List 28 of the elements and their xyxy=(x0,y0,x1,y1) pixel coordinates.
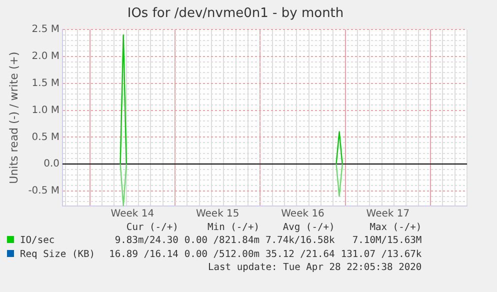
y-axis-title: Units read (-) / write (+) xyxy=(7,52,20,184)
text: 0.00 /821.84m xyxy=(183,234,260,248)
text: 7.74k/16.58k xyxy=(264,234,335,248)
y-tick-label: -0.5 M xyxy=(28,186,60,197)
x-tick-label: Week 16 xyxy=(281,208,324,220)
text: Max (-/+) xyxy=(368,222,422,234)
legend-label: Req Size (KB) xyxy=(19,248,96,262)
x-tick-label: Week 15 xyxy=(196,208,240,220)
y-tick-label: 2.5 M xyxy=(32,24,60,36)
text: 16.89 /16.14 xyxy=(108,248,178,262)
text: 9.83m/24.30 xyxy=(114,234,178,248)
y-tick-label: 2.0 M xyxy=(32,51,60,62)
chart-title: IOs for /dev/nvme0n1 - by month xyxy=(127,6,344,22)
y-tick-label: 0.5 M xyxy=(32,132,60,143)
text: Cur (-/+) xyxy=(125,222,178,234)
text: Last update: Tue Apr 28 22:05:38 2020 xyxy=(206,262,422,274)
y-tick-label: 0.0 xyxy=(44,158,60,170)
y-tick-label: 1.5 M xyxy=(32,78,60,89)
x-tick-label: Week 14 xyxy=(110,208,154,220)
legend-label: IO/sec xyxy=(19,234,56,248)
text: 0.00 /512.00m xyxy=(183,248,260,262)
x-tick-label: Week 17 xyxy=(366,208,410,220)
text: 35.12 /21.64 xyxy=(264,248,335,262)
text: Avg (-/+) xyxy=(282,222,335,234)
text: Min (-/+) xyxy=(206,222,260,234)
text: 131.07 /13.67k xyxy=(340,248,422,262)
text: 7.10M/15.63M xyxy=(351,234,422,248)
y-tick-label: 1.0 M xyxy=(32,104,60,116)
